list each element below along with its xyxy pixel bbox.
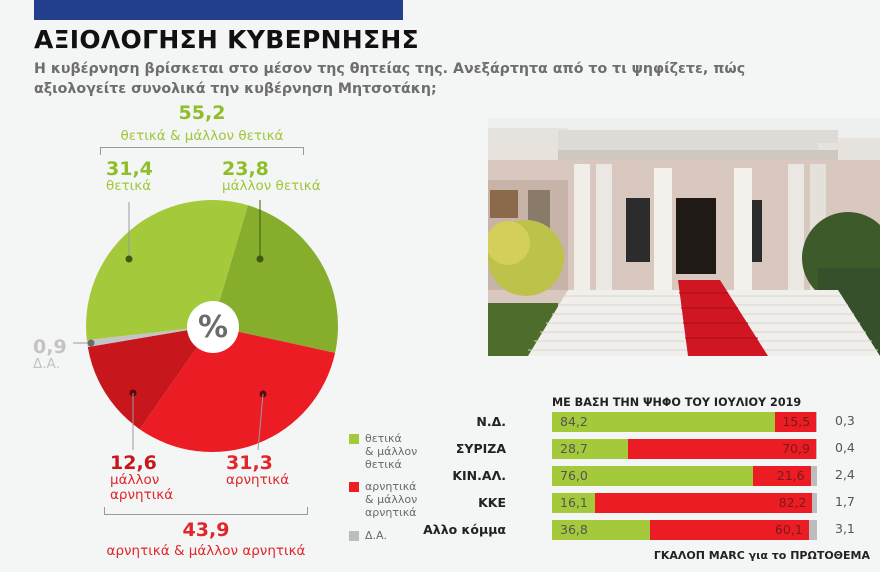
bar-value: 76,0 — [560, 468, 588, 483]
slice-value-rather-positive: 23,8 — [222, 158, 269, 180]
pie-chart: % — [73, 200, 338, 453]
bar-segment-negative: 60,1 — [649, 520, 809, 540]
no-answer-value: 1,7 — [835, 494, 855, 509]
party-label: ΚΚΕ — [478, 495, 506, 510]
negative-total-value: 43,9 — [182, 519, 230, 541]
bar-segment-positive: 36,8 — [552, 520, 650, 540]
slice-value-no-answer: 0,9 — [33, 336, 67, 358]
legend-text: αρνητικά — [365, 506, 417, 519]
no-answer-value: 2,4 — [835, 467, 855, 482]
party-label: Αλλο κόμμα — [423, 522, 506, 537]
negative-total-label: αρνητικά & μάλλον αρνητικά — [106, 543, 306, 559]
legend-text: & μάλλον — [365, 445, 418, 458]
bar-segment-negative: 82,2 — [594, 493, 813, 513]
party-label: ΚΙΝ.ΑΛ. — [452, 468, 506, 483]
legend-swatch-negative — [349, 482, 359, 492]
bar-row-kke: ΚΚΕ 16,1 82,2 1,7 — [440, 493, 880, 513]
maximos-mansion-photo — [488, 118, 880, 356]
slice-text-rather-positive: μάλλον θετικά — [222, 178, 321, 194]
legend-swatch-no-answer — [349, 531, 359, 541]
bar-segment-negative: 21,6 — [753, 466, 811, 486]
positive-bracket — [100, 147, 304, 155]
question-subtitle: Η κυβέρνηση βρίσκεται στο μέσον της θητε… — [34, 61, 746, 97]
slice-label-rather-negative: 12,6 μάλλον αρνητικά — [110, 453, 173, 503]
legend-item-negative: αρνητικά & μάλλον αρνητικά — [349, 480, 417, 519]
source-credit: ΓΚΑΛΟΠ MARC για το ΠΡΩΤΟΘΕΜΑ — [653, 549, 870, 562]
party-label: ΣΥΡΙΖΑ — [455, 441, 506, 456]
legend-text: αρνητικά — [365, 480, 417, 493]
legend-text: Δ.Α. — [365, 529, 388, 542]
bar-row-other-party: Αλλο κόμμα 36,8 60,1 3,1 — [423, 520, 880, 540]
bar-segment-negative: 70,9 — [628, 439, 816, 459]
bar-segment-no-answer — [816, 412, 817, 432]
positive-total: 55,2 θετικά & μάλλον θετικά — [100, 103, 304, 144]
bar-value: 28,7 — [560, 441, 588, 456]
stacked-bar: 76,0 21,6 — [552, 466, 817, 486]
bar-value: 60,1 — [774, 522, 803, 537]
bar-segment-no-answer — [815, 439, 817, 459]
bar-value: 16,1 — [560, 495, 588, 510]
no-answer-value: 0,4 — [835, 440, 855, 455]
bar-row-kinal: ΚΙΝ.ΑΛ. 76,0 21,6 2,4 — [440, 466, 880, 486]
bar-segment-no-answer — [812, 493, 817, 513]
bar-value: 36,8 — [560, 522, 588, 537]
stacked-bar: 16,1 82,2 — [552, 493, 817, 513]
stacked-bar: 28,7 70,9 — [552, 439, 817, 459]
legend-text: θετικά — [365, 458, 402, 471]
party-label: Ν.Δ. — [476, 414, 506, 429]
positive-total-value: 55,2 — [178, 102, 226, 124]
bar-value: 70,9 — [782, 441, 810, 456]
negative-bracket — [104, 507, 308, 515]
percent-symbol: % — [198, 310, 228, 345]
legend-item-no-answer: Δ.Α. — [349, 529, 387, 542]
slice-text-negative: αρνητικά — [226, 472, 290, 488]
bar-segment-positive: 16,1 — [552, 493, 595, 513]
bar-row-nd: Ν.Δ. 84,2 15,5 0,3 — [440, 412, 880, 432]
slice-text-no-answer: Δ.Α. — [33, 356, 61, 372]
legend-text: θετικά — [365, 432, 402, 445]
legend-swatch-positive — [349, 434, 359, 444]
slice-label-no-answer: 0,9 Δ.Α. — [33, 337, 67, 372]
bar-row-syriza: ΣΥΡΙΖΑ 28,7 70,9 0,4 — [440, 439, 880, 459]
slice-text-rather-negative-2: αρνητικά — [110, 487, 174, 503]
bar-value: 15,5 — [782, 414, 811, 429]
slice-label-negative: 31,3 αρνητικά — [226, 453, 289, 488]
legend-text: & μάλλον — [365, 493, 418, 506]
slice-text-rather-negative-1: μάλλον — [110, 472, 160, 488]
bar-segment-negative: 15,5 — [775, 412, 817, 432]
bar-segment-no-answer — [808, 520, 817, 540]
bar-segment-positive: 76,0 — [552, 466, 754, 486]
slice-label-rather-positive: 23,8 μάλλον θετικά — [222, 159, 321, 194]
accent-bar — [34, 0, 403, 20]
no-answer-value: 0,3 — [835, 413, 855, 428]
bar-segment-positive: 84,2 — [552, 412, 776, 432]
legend-item-positive: θετικά & μάλλον θετικά — [349, 432, 417, 471]
positive-total-label: θετικά & μάλλον θετικά — [120, 128, 284, 144]
stacked-bar: 84,2 15,5 — [552, 412, 817, 432]
stacked-bar: 36,8 60,1 — [552, 520, 817, 540]
bar-value: 82,2 — [778, 495, 807, 510]
slice-value-rather-negative: 12,6 — [110, 452, 157, 474]
page-title: ΑΞΙΟΛΟΓΗΣΗ ΚΥΒΕΡΝΗΣΗΣ — [34, 25, 420, 54]
slice-text-positive: θετικά — [106, 178, 152, 194]
slice-value-negative: 31,3 — [226, 452, 273, 474]
slice-value-positive: 31,4 — [106, 158, 153, 180]
negative-total: 43,9 αρνητικά & μάλλον αρνητικά — [104, 520, 308, 559]
no-answer-value: 3,1 — [835, 521, 855, 536]
slice-label-positive: 31,4 θετικά — [106, 159, 153, 194]
bar-value: 84,2 — [560, 414, 588, 429]
bar-value: 21,6 — [776, 468, 805, 483]
bars-title: ΜΕ ΒΑΣΗ ΤΗΝ ΨΗΦΟ ΤΟΥ ΙΟΥΛΙΟΥ 2019 — [552, 396, 802, 409]
bar-segment-positive: 28,7 — [552, 439, 629, 459]
bar-segment-no-answer — [810, 466, 817, 486]
